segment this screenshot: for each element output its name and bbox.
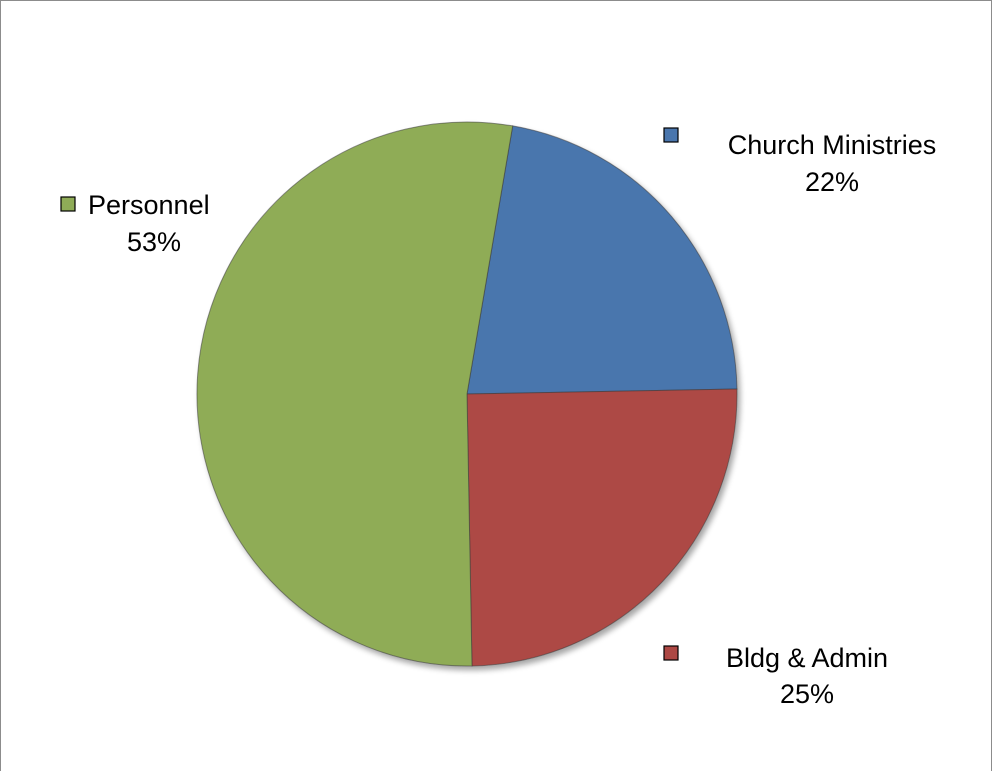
slice-label-bldg-admin: Bldg & Admin	[726, 643, 888, 673]
legend-key-bldg-admin	[663, 645, 679, 661]
slice-percent-church-ministries: 22%	[805, 167, 859, 197]
slice-percent-bldg-admin: 25%	[780, 679, 834, 709]
pie-slices	[196, 121, 738, 667]
slice-percent-personnel: 53%	[127, 227, 181, 257]
label-group-personnel: Personnel 53%	[60, 190, 210, 257]
pie-slice-bldg-admin	[466, 388, 738, 667]
label-group-church-ministries: Church Ministries 22%	[663, 127, 937, 197]
slice-label-church-ministries: Church Ministries	[728, 130, 937, 160]
legend-key-personnel	[60, 196, 76, 212]
label-group-bldg-admin: Bldg & Admin 25%	[663, 643, 888, 709]
slice-label-personnel: Personnel	[88, 190, 210, 220]
legend-key-church-ministries	[663, 127, 679, 143]
pie-slice-church-ministries	[466, 125, 738, 395]
pie-slice-personnel	[196, 121, 514, 667]
